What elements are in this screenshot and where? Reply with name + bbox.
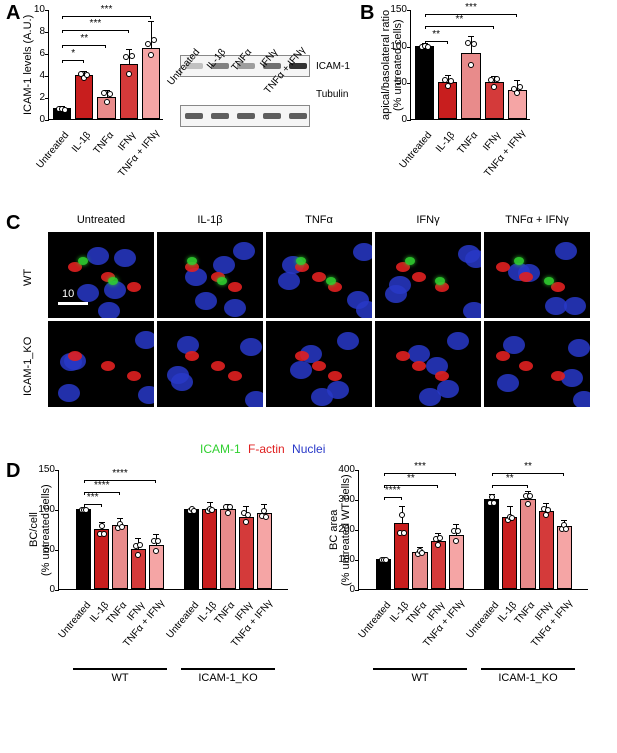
ytick: 100 [390,41,407,52]
micrograph [375,321,481,407]
row-label: ICAM-1_KO [22,331,34,401]
group-label: WT [373,672,467,684]
micrograph [48,321,154,407]
panel-b-ylabel: apical/basolateral ratio (% untreated ce… [380,10,404,120]
col-label: TNFα + IFNγ [484,214,590,226]
micrograph [266,321,372,407]
sig-label: *** [85,18,105,29]
panel-b-chart: apical/basolateral ratio (% untreated ce… [410,10,540,120]
scalebar-label: 10 [62,288,74,300]
group-label: WT [73,672,167,684]
group-label: ICAM-1_KO [481,672,575,684]
col-label: IL-1β [157,214,263,226]
micrograph [484,321,590,407]
sig-label: ** [74,33,94,44]
col-label: IFNγ [375,214,481,226]
sig-label: *** [461,2,481,13]
col-label: Untreated [48,214,154,226]
micrograph [375,232,481,318]
bar [415,46,434,119]
panel-label-b: B [360,2,374,25]
col-label: TNFα [266,214,372,226]
legend-icam: ICAM-1 [200,442,241,456]
micrograph [484,232,590,318]
panel-d1-ylabel: BC/cell (% untreated cells) [28,470,52,590]
panel-label-c: C [6,212,20,235]
micrograph [48,232,154,318]
sig-label: ** [426,29,446,40]
panel-label-d: D [6,460,20,483]
sig-label: * [63,48,83,59]
bar [75,75,93,119]
row-label: WT [22,242,34,312]
legend-nuclei: Nuclei [292,442,325,456]
panel-d-chart1: BC/cell (% untreated cells) 050100150Unt… [58,470,298,590]
wb-label-tubulin: Tubulin [316,89,348,100]
panel-d-chart2: BC area (% untreated WT cells) 010020030… [358,470,598,590]
ytick: 50 [396,77,407,88]
ytick: 150 [390,4,407,15]
panel-a-ylabel: ICAM-1 levels (A.U.) [22,10,34,120]
micrograph [266,232,372,318]
ytick: 10 [34,4,45,15]
panel-a-chart: ICAM-1 levels (A.U.) 0246810UntreatedIL-… [48,10,168,120]
micrograph [157,321,263,407]
sig-label: *** [97,4,117,15]
micrograph [157,232,263,318]
panel-c-legend: ICAM-1 F-actin Nuclei [200,442,325,456]
legend-factin: F-actin [248,442,285,456]
panel-label-a: A [6,2,20,25]
bar [142,48,160,120]
wb-label-icam: ICAM-1 [316,61,350,72]
group-label: ICAM-1_KO [181,672,275,684]
